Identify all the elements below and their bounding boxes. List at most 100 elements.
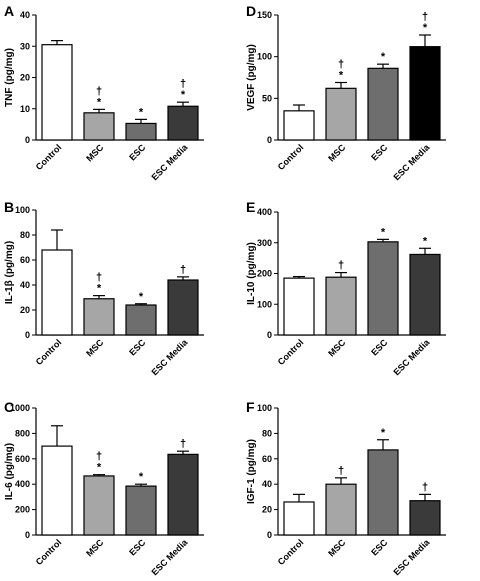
y-tick-label: 150 <box>257 10 272 20</box>
y-tick-label: 40 <box>20 10 30 20</box>
panel-letter: E <box>246 199 255 215</box>
x-tick-label: MSC <box>84 142 106 164</box>
bar <box>409 500 441 536</box>
panel-letter: C <box>4 399 14 415</box>
significance-mark: † <box>180 264 186 276</box>
chart-panel-c: CIL-6 (pg/mg)02004006008001000Control†*M… <box>4 399 204 577</box>
y-tick-label: 60 <box>262 454 272 464</box>
bar <box>409 253 441 336</box>
significance-mark: † <box>422 11 428 23</box>
bar <box>167 279 199 336</box>
significance-mark: * <box>423 235 428 247</box>
significance-mark: * <box>381 427 386 439</box>
y-tick-label: 60 <box>20 255 30 265</box>
x-tick-label: MSC <box>326 142 348 164</box>
y-tick-label: 0 <box>267 135 272 145</box>
y-tick-label: 100 <box>257 299 272 309</box>
bar <box>125 485 157 536</box>
x-tick-label: ESC Media <box>391 537 432 578</box>
significance-mark: * <box>97 96 102 108</box>
significance-mark: † <box>96 272 102 284</box>
chart-panel-b: BIL-1β (pg/mg)020406080100Control†*MSC*E… <box>4 199 204 377</box>
x-tick-label: Control <box>34 142 64 172</box>
bar <box>283 501 315 536</box>
y-tick-label: 200 <box>257 269 272 279</box>
x-tick-label: MSC <box>326 537 348 559</box>
significance-mark: * <box>139 106 144 118</box>
y-axis-label: IL-6 (pg/mg) <box>4 443 15 500</box>
significance-mark: * <box>339 70 344 82</box>
significance-mark: * <box>381 226 386 238</box>
x-tick-label: Control <box>276 537 306 567</box>
bar <box>41 44 73 141</box>
x-tick-label: Control <box>34 337 64 367</box>
bar <box>125 122 157 141</box>
y-tick-label: 20 <box>20 73 30 83</box>
x-tick-label: ESC Media <box>391 337 432 378</box>
y-tick-label: 30 <box>20 41 30 51</box>
significance-mark: * <box>139 471 144 483</box>
significance-mark: * <box>97 283 102 295</box>
significance-mark: * <box>139 291 144 303</box>
panel-letter: B <box>4 199 14 215</box>
y-tick-label: 10 <box>20 104 30 114</box>
bar <box>367 67 399 141</box>
significance-mark: * <box>423 22 428 34</box>
y-axis-label: IGF-1 (pg/mg) <box>246 439 257 504</box>
bar <box>41 445 73 536</box>
x-tick-label: MSC <box>84 537 106 559</box>
panel-letter: D <box>246 3 256 19</box>
panel-letter: A <box>4 3 14 19</box>
y-tick-label: 0 <box>25 530 30 540</box>
y-tick-label: 80 <box>262 428 272 438</box>
x-tick-label: MSC <box>326 337 348 359</box>
bar <box>367 241 399 336</box>
bar <box>167 453 199 536</box>
bar <box>283 277 315 336</box>
chart-panel-e: E IL-10 (pg/mg) 0 100 200 300 400 Control † MSC * E… <box>246 199 446 377</box>
bar <box>325 87 357 141</box>
y-tick-label: 400 <box>15 479 30 489</box>
y-axis-label: IL-1β (pg/mg) <box>4 241 15 304</box>
bar <box>409 46 441 141</box>
bar <box>83 112 115 141</box>
y-tick-label: 20 <box>262 505 272 515</box>
y-tick-label: 0 <box>25 330 30 340</box>
significance-mark: * <box>381 51 386 63</box>
significance-mark: † <box>338 260 344 272</box>
y-axis-label: IL-10 (pg/mg) <box>246 242 257 305</box>
x-tick-label: ESC Media <box>149 537 190 578</box>
y-tick-label: 1000 <box>10 403 30 413</box>
bar <box>367 449 399 536</box>
bar <box>41 249 73 336</box>
y-tick-label: 300 <box>257 238 272 248</box>
y-tick-label: 400 <box>257 207 272 217</box>
panel-letter: F <box>246 399 255 415</box>
x-tick-label: MSC <box>84 337 106 359</box>
x-tick-label: ESC Media <box>391 142 432 183</box>
bar <box>325 483 357 536</box>
bar <box>325 276 357 336</box>
y-tick-label: 100 <box>257 52 272 62</box>
bar <box>167 105 199 141</box>
x-tick-label: ESC <box>127 537 148 558</box>
y-tick-label: 0 <box>267 330 272 340</box>
bar <box>83 475 115 536</box>
y-tick-label: 40 <box>262 479 272 489</box>
y-tick-label: 100 <box>257 403 272 413</box>
y-tick-label: 0 <box>267 530 272 540</box>
x-tick-label: ESC <box>369 537 390 558</box>
y-tick-label: 50 <box>262 93 272 103</box>
significance-mark: † <box>96 451 102 463</box>
significance-mark: * <box>181 89 186 101</box>
bar <box>283 110 315 141</box>
x-tick-label: Control <box>34 537 64 567</box>
y-axis-label: VEGF (pg/mg) <box>246 44 257 111</box>
x-tick-label: ESC Media <box>149 337 190 378</box>
y-tick-label: 800 <box>15 428 30 438</box>
y-tick-label: 200 <box>15 505 30 515</box>
x-tick-label: Control <box>276 337 306 367</box>
y-tick-label: 40 <box>20 280 30 290</box>
